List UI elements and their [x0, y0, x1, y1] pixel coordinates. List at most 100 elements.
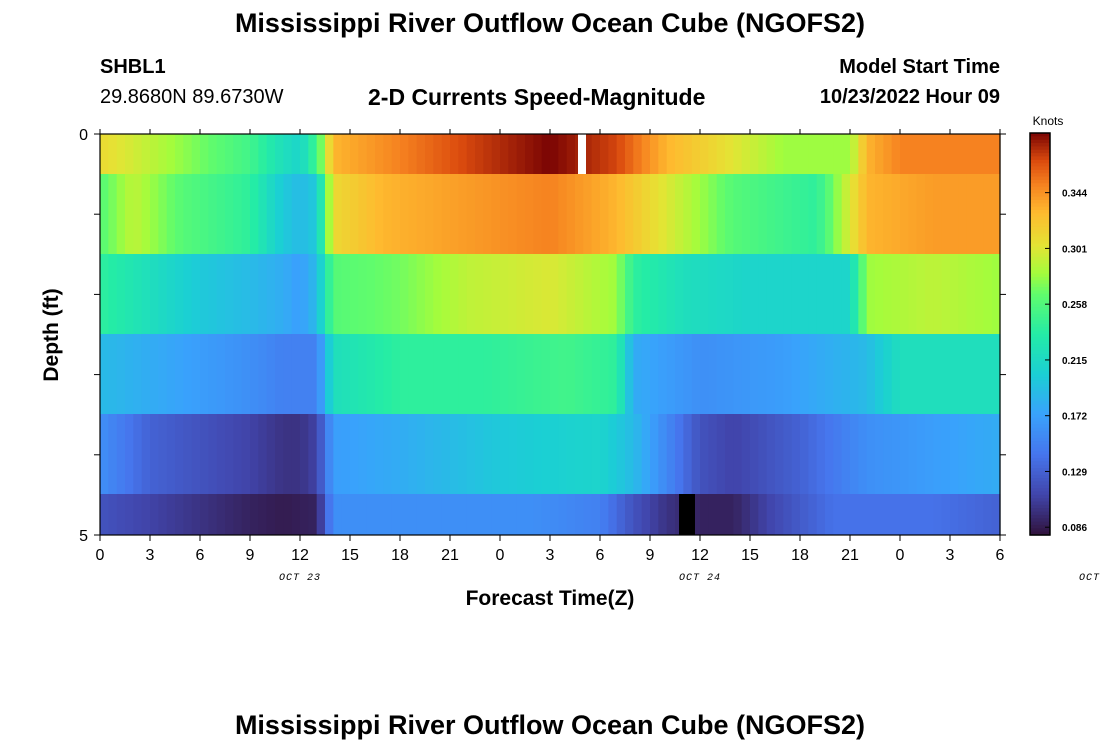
heatmap-cell: [883, 414, 893, 494]
heatmap-cell: [308, 174, 318, 254]
heatmap-cell: [791, 174, 801, 254]
heatmap-cell: [675, 334, 684, 414]
heatmap-cell: [283, 174, 293, 254]
heatmap-cell: [808, 134, 818, 174]
heatmap-cell: [516, 334, 526, 414]
colorbar-segment: [1030, 404, 1050, 409]
heatmap-cell: [283, 334, 293, 414]
heatmap-cell: [916, 414, 926, 494]
heatmap-cell: [408, 334, 418, 414]
heatmap-cell: [433, 174, 443, 254]
heatmap-cell: [591, 414, 601, 494]
heatmap-cell: [675, 134, 684, 174]
heatmap-cell: [358, 414, 368, 494]
heatmap-cell: [775, 134, 784, 174]
heatmap-cell: [800, 174, 809, 254]
black-marker: [679, 494, 695, 535]
colorbar-segment: [1030, 216, 1050, 221]
colorbar-segment: [1030, 256, 1050, 261]
colorbar-segment: [1030, 189, 1050, 194]
heatmap-cell: [433, 134, 443, 174]
x-tick-label: 6: [596, 547, 605, 564]
heatmap-cell: [725, 134, 734, 174]
heatmap-cell: [875, 254, 884, 334]
heatmap-cell: [766, 134, 776, 174]
heatmap-cell: [483, 254, 493, 334]
heatmap-cell: [908, 254, 918, 334]
heatmap-cell: [833, 414, 843, 494]
heatmap-cell: [841, 134, 851, 174]
colorbar-segment: [1030, 303, 1050, 308]
heatmap-cell: [150, 334, 159, 414]
colorbar-segment: [1030, 508, 1050, 513]
heatmap-cell: [125, 134, 134, 174]
y-tick-label: 0: [79, 127, 88, 144]
heatmap-cell: [583, 254, 593, 334]
heatmap-cell: [175, 414, 184, 494]
colorbar-segment: [1030, 280, 1050, 285]
heatmap-cell: [725, 414, 734, 494]
colorbar-segment: [1030, 421, 1050, 426]
heatmap-cell: [275, 174, 284, 254]
heatmap-cell: [208, 254, 218, 334]
heatmap-cell: [333, 174, 343, 254]
heatmap-cell: [466, 494, 476, 535]
heatmap-cell: [125, 494, 134, 535]
x-tick-label: 0: [496, 547, 505, 564]
heatmap-cell: [383, 254, 393, 334]
heatmap-cell: [791, 494, 801, 535]
heatmap-cell: [633, 414, 643, 494]
date-label: OCT 23: [279, 573, 321, 584]
heatmap-cell: [366, 254, 376, 334]
heatmap-cell: [941, 414, 951, 494]
heatmap-cell: [925, 174, 934, 254]
heatmap-cell: [533, 134, 543, 174]
heatmap-cell: [975, 494, 984, 535]
heatmap-cell: [816, 414, 826, 494]
heatmap-cell: [566, 334, 576, 414]
heatmap-cell: [833, 134, 843, 174]
heatmap-cell: [750, 134, 759, 174]
heatmap-cell: [608, 174, 618, 254]
heatmap-cell: [191, 134, 201, 174]
colorbar-segment: [1030, 337, 1050, 342]
heatmap-cell: [808, 174, 818, 254]
heatmap-cell: [358, 494, 368, 535]
heatmap-cell: [941, 174, 951, 254]
heatmap-cell: [275, 414, 284, 494]
heatmap-cell: [608, 134, 618, 174]
heatmap-cell: [425, 414, 434, 494]
heatmap-cell: [933, 414, 943, 494]
heatmap-cell: [100, 334, 109, 414]
colorbar-segment: [1030, 156, 1050, 161]
colorbar-segment: [1030, 143, 1050, 147]
heatmap-cell: [725, 254, 734, 334]
heatmap-cell: [458, 494, 468, 535]
heatmap-cell: [416, 414, 426, 494]
heatmap-cell: [483, 334, 493, 414]
heatmap-cell: [991, 494, 1001, 535]
colorbar-tick-label: 0.215: [1062, 356, 1087, 367]
heatmap-cell: [958, 174, 968, 254]
heatmap-cell: [600, 334, 609, 414]
heatmap-cell: [833, 174, 843, 254]
heatmap-cell: [900, 174, 909, 254]
heatmap-cell: [325, 134, 334, 174]
heatmap-cell: [750, 414, 759, 494]
colorbar-segment: [1030, 518, 1050, 523]
heatmap-cell: [233, 174, 243, 254]
heatmap-cell: [850, 174, 859, 254]
heatmap-cell: [758, 174, 768, 254]
heatmap-cell: [716, 254, 726, 334]
heatmap-cell: [375, 174, 384, 254]
heatmap-cell: [950, 334, 959, 414]
heatmap-cell: [725, 174, 734, 254]
colorbar-segment: [1030, 317, 1050, 322]
heatmap-cell: [308, 134, 318, 174]
heatmap-cell: [991, 414, 1001, 494]
heatmap-cell: [666, 134, 676, 174]
colorbar-segment: [1030, 323, 1050, 328]
heatmap-cell: [350, 334, 359, 414]
heatmap-cell: [900, 334, 909, 414]
colorbar-segment: [1030, 236, 1050, 241]
